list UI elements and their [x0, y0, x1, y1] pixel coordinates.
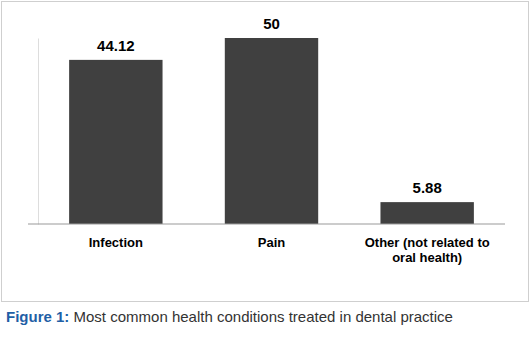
bar	[380, 202, 473, 224]
data-label: 50	[263, 15, 280, 32]
y-axis-line	[38, 39, 39, 225]
x-tick: Other (not related tooral health)	[365, 224, 490, 265]
y-axis	[38, 39, 39, 225]
chart: Infection Pain Other (not related tooral h…	[0, 0, 531, 363]
bar	[69, 60, 162, 224]
data-label: 44.12	[97, 37, 135, 54]
data-label: 5.88	[413, 179, 442, 196]
bars	[69, 38, 474, 224]
bar	[225, 38, 318, 224]
x-tick: Infection	[89, 224, 143, 250]
chart-frame	[2, 2, 529, 302]
data-labels: 44.12 50 5.88	[97, 15, 442, 196]
x-tick-label: Other (not related tooral health)	[365, 235, 490, 265]
x-axis-line	[28, 223, 505, 224]
x-tick-label: Pain	[258, 235, 286, 250]
caption: Figure 1: Most common health conditions …	[6, 308, 453, 325]
x-tick-label: Infection	[89, 235, 143, 250]
x-tick: Pain	[258, 224, 286, 250]
x-axis: Infection Pain Other (not related tooral h…	[28, 224, 505, 265]
